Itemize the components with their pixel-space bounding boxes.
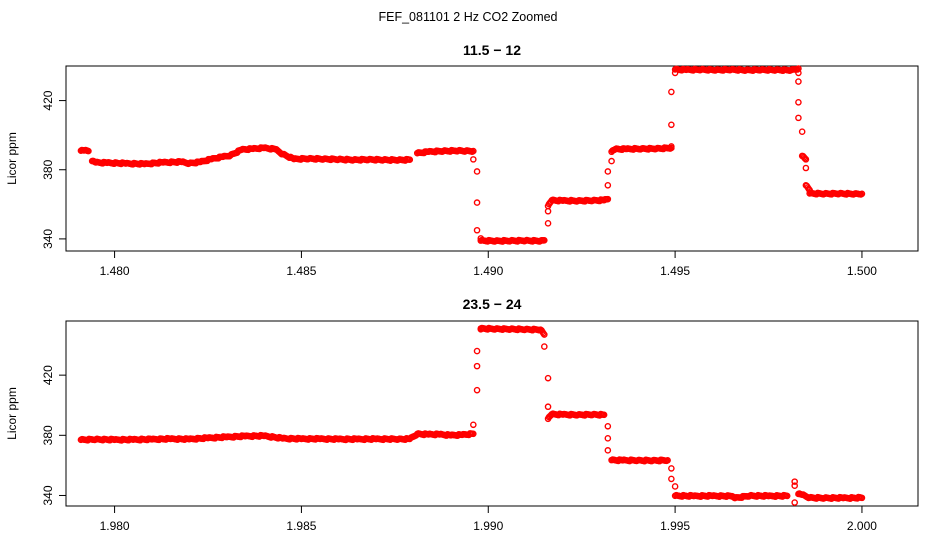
y-tick-label: 340 [41,229,55,249]
x-tick-label: 1.490 [473,264,503,278]
panel-title: 11.5 − 12 [463,42,521,58]
data-point [541,331,548,338]
data-point [668,121,675,129]
data-point [473,386,481,394]
data-point [604,422,612,430]
data-point [668,143,675,150]
y-tick-label: 380 [41,159,55,179]
data-point [541,343,548,350]
data-series [77,324,866,506]
panel-title: 23.5 − 24 [463,296,522,312]
x-tick-label: 1.500 [847,264,877,278]
panel-top: 11.5 − 12 Licor ppm 1.480 1.485 1.490 1.495 1.… [5,42,919,278]
data-point [406,156,414,164]
data-point [544,207,552,215]
data-point [604,435,612,442]
y-tick-label: 380 [41,425,55,445]
data-point [668,465,675,472]
data-point [473,362,481,370]
data-point [604,447,612,454]
x-tick-label: 2.000 [847,519,877,533]
x-tick-label: 1.995 [660,519,690,533]
data-point [783,492,791,500]
data-point [795,78,802,85]
data-point [858,190,866,198]
panel-bottom: 23.5 − 24 Licor ppm 1.980 1.985 1.990 1.995 2.… [5,296,919,533]
data-point [791,478,798,485]
data-point [608,157,615,165]
x-tick-label: 1.980 [100,519,130,533]
data-point [470,430,477,438]
data-point [791,499,798,506]
data-point [671,483,679,490]
x-tick-label: 1.495 [660,264,690,278]
data-point [544,403,552,411]
data-point [470,156,477,163]
plot-frame [65,320,919,507]
x-tick-label: 1.485 [286,264,316,278]
data-point [795,99,802,106]
y-tick-label: 340 [41,485,55,505]
y-axis-label: Licor ppm [5,132,19,185]
figure-title: FEF_081101 2 Hz CO2 Zoomed [378,10,557,24]
y-tick-label: 420 [41,365,55,385]
data-point [802,156,810,163]
data-point [541,236,548,244]
data-point [795,65,802,72]
data-point [85,147,92,155]
data-point [798,128,806,136]
data-point [664,456,671,464]
data-point [668,475,675,483]
data-point [473,347,481,355]
data-point [544,374,552,382]
data-series [77,65,866,245]
y-axis-label: Licor ppm [5,387,19,440]
x-tick-label: 1.985 [286,519,316,533]
data-point [801,155,809,162]
x-tick-label: 1.990 [473,519,503,533]
plot-frame [65,65,919,252]
data-point [473,226,481,234]
y-tick-label: 420 [41,90,55,110]
data-point [473,168,481,175]
data-point [604,168,612,175]
data-point [791,482,798,489]
x-tick-label: 1.480 [100,264,130,278]
data-point [470,421,477,429]
data-point [858,494,866,502]
data-point [668,88,675,96]
data-point [795,114,802,122]
data-point [544,220,552,227]
data-point [600,411,608,419]
data-point [604,181,612,189]
data-point [802,164,810,172]
data-point [604,195,612,203]
data-point [795,69,802,77]
data-point [473,199,481,206]
data-point [470,147,477,155]
